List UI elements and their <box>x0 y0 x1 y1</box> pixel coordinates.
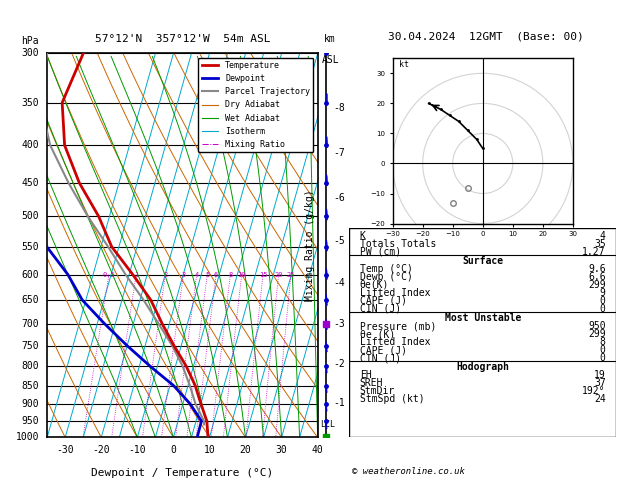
Text: Surface: Surface <box>462 256 503 266</box>
Text: 350: 350 <box>21 98 39 107</box>
Text: Lifted Index: Lifted Index <box>360 288 430 298</box>
Text: 2: 2 <box>164 272 167 278</box>
Text: Mixing Ratio (g/kg): Mixing Ratio (g/kg) <box>305 190 315 301</box>
Text: -20: -20 <box>92 445 110 455</box>
Text: -4: -4 <box>333 278 345 288</box>
Text: 1: 1 <box>134 272 138 278</box>
Text: 299: 299 <box>588 280 606 290</box>
Text: CIN (J): CIN (J) <box>360 304 401 314</box>
Text: 30: 30 <box>276 445 287 455</box>
Text: 20: 20 <box>274 272 283 278</box>
Text: CAPE (J): CAPE (J) <box>360 296 407 306</box>
Text: 1.27: 1.27 <box>582 246 606 257</box>
Text: 9: 9 <box>600 288 606 298</box>
Text: θe (K): θe (K) <box>360 329 395 339</box>
Text: 1000: 1000 <box>16 433 39 442</box>
Text: 900: 900 <box>21 399 39 409</box>
Text: 800: 800 <box>21 361 39 371</box>
Text: 400: 400 <box>21 140 39 150</box>
Text: 0: 0 <box>600 304 606 314</box>
Text: 950: 950 <box>21 416 39 426</box>
Text: 0: 0 <box>170 445 176 455</box>
Text: -30: -30 <box>57 445 74 455</box>
Text: Temp (°C): Temp (°C) <box>360 264 413 274</box>
Text: -5: -5 <box>333 236 345 246</box>
Text: SREH: SREH <box>360 378 383 388</box>
Text: 0.5: 0.5 <box>103 272 115 278</box>
Text: θe(K): θe(K) <box>360 280 389 290</box>
Text: Most Unstable: Most Unstable <box>445 313 521 323</box>
Text: 19: 19 <box>594 370 606 380</box>
Text: Dewp (°C): Dewp (°C) <box>360 272 413 282</box>
Text: 37: 37 <box>594 378 606 388</box>
Text: -1: -1 <box>333 399 345 408</box>
Text: 950: 950 <box>588 321 606 331</box>
Text: 450: 450 <box>21 178 39 188</box>
Text: 850: 850 <box>21 381 39 391</box>
Text: 9.6: 9.6 <box>588 264 606 274</box>
Text: StmDir: StmDir <box>360 386 395 397</box>
Text: 300: 300 <box>21 49 39 58</box>
Text: 25: 25 <box>287 272 295 278</box>
Text: Pressure (mb): Pressure (mb) <box>360 321 436 331</box>
Text: -2: -2 <box>333 359 345 369</box>
Text: EH: EH <box>360 370 372 380</box>
Text: 40: 40 <box>312 445 323 455</box>
Text: -8: -8 <box>333 103 345 113</box>
Text: 299: 299 <box>588 329 606 339</box>
Text: 3: 3 <box>181 272 186 278</box>
Text: StmSpd (kt): StmSpd (kt) <box>360 395 425 404</box>
Text: © weatheronline.co.uk: © weatheronline.co.uk <box>352 467 465 476</box>
Text: 4: 4 <box>600 230 606 241</box>
Text: 0: 0 <box>600 296 606 306</box>
Text: 35: 35 <box>594 239 606 248</box>
Text: km: km <box>325 34 336 44</box>
Text: 8: 8 <box>228 272 233 278</box>
Text: 15: 15 <box>259 272 267 278</box>
Text: 10: 10 <box>238 272 246 278</box>
Text: 20: 20 <box>240 445 252 455</box>
Text: 0: 0 <box>600 353 606 363</box>
Text: K: K <box>360 230 365 241</box>
Text: -6: -6 <box>333 193 345 203</box>
Text: 550: 550 <box>21 242 39 252</box>
Text: 750: 750 <box>21 341 39 351</box>
Text: PW (cm): PW (cm) <box>360 246 401 257</box>
Text: 30.04.2024  12GMT  (Base: 00): 30.04.2024 12GMT (Base: 00) <box>388 31 584 41</box>
Text: Hodograph: Hodograph <box>456 362 509 372</box>
Text: Lifted Index: Lifted Index <box>360 337 430 347</box>
Text: CIN (J): CIN (J) <box>360 353 401 363</box>
Text: 192°: 192° <box>582 386 606 397</box>
Text: 57°12'N  357°12'W  54m ASL: 57°12'N 357°12'W 54m ASL <box>94 34 270 44</box>
Text: kt: kt <box>399 60 409 69</box>
Text: 6.6: 6.6 <box>588 272 606 282</box>
Text: ASL: ASL <box>321 55 339 66</box>
Legend: Temperature, Dewpoint, Parcel Trajectory, Dry Adiabat, Wet Adiabat, Isotherm, Mi: Temperature, Dewpoint, Parcel Trajectory… <box>199 58 313 152</box>
Text: 6: 6 <box>214 272 218 278</box>
Text: 500: 500 <box>21 211 39 221</box>
Text: 8: 8 <box>600 337 606 347</box>
Text: 650: 650 <box>21 295 39 305</box>
Text: Dewpoint / Temperature (°C): Dewpoint / Temperature (°C) <box>91 468 274 478</box>
Text: 600: 600 <box>21 270 39 279</box>
Text: 5: 5 <box>205 272 209 278</box>
Text: hPa: hPa <box>21 36 39 46</box>
Text: 700: 700 <box>21 319 39 329</box>
Text: Totals Totals: Totals Totals <box>360 239 436 248</box>
Text: -10: -10 <box>128 445 146 455</box>
Text: LCL: LCL <box>320 420 335 429</box>
Text: -3: -3 <box>333 319 345 329</box>
Text: 0: 0 <box>600 345 606 355</box>
Text: 10: 10 <box>204 445 215 455</box>
Text: -7: -7 <box>333 148 345 158</box>
Text: 4: 4 <box>194 272 199 278</box>
Text: 24: 24 <box>594 395 606 404</box>
Text: CAPE (J): CAPE (J) <box>360 345 407 355</box>
